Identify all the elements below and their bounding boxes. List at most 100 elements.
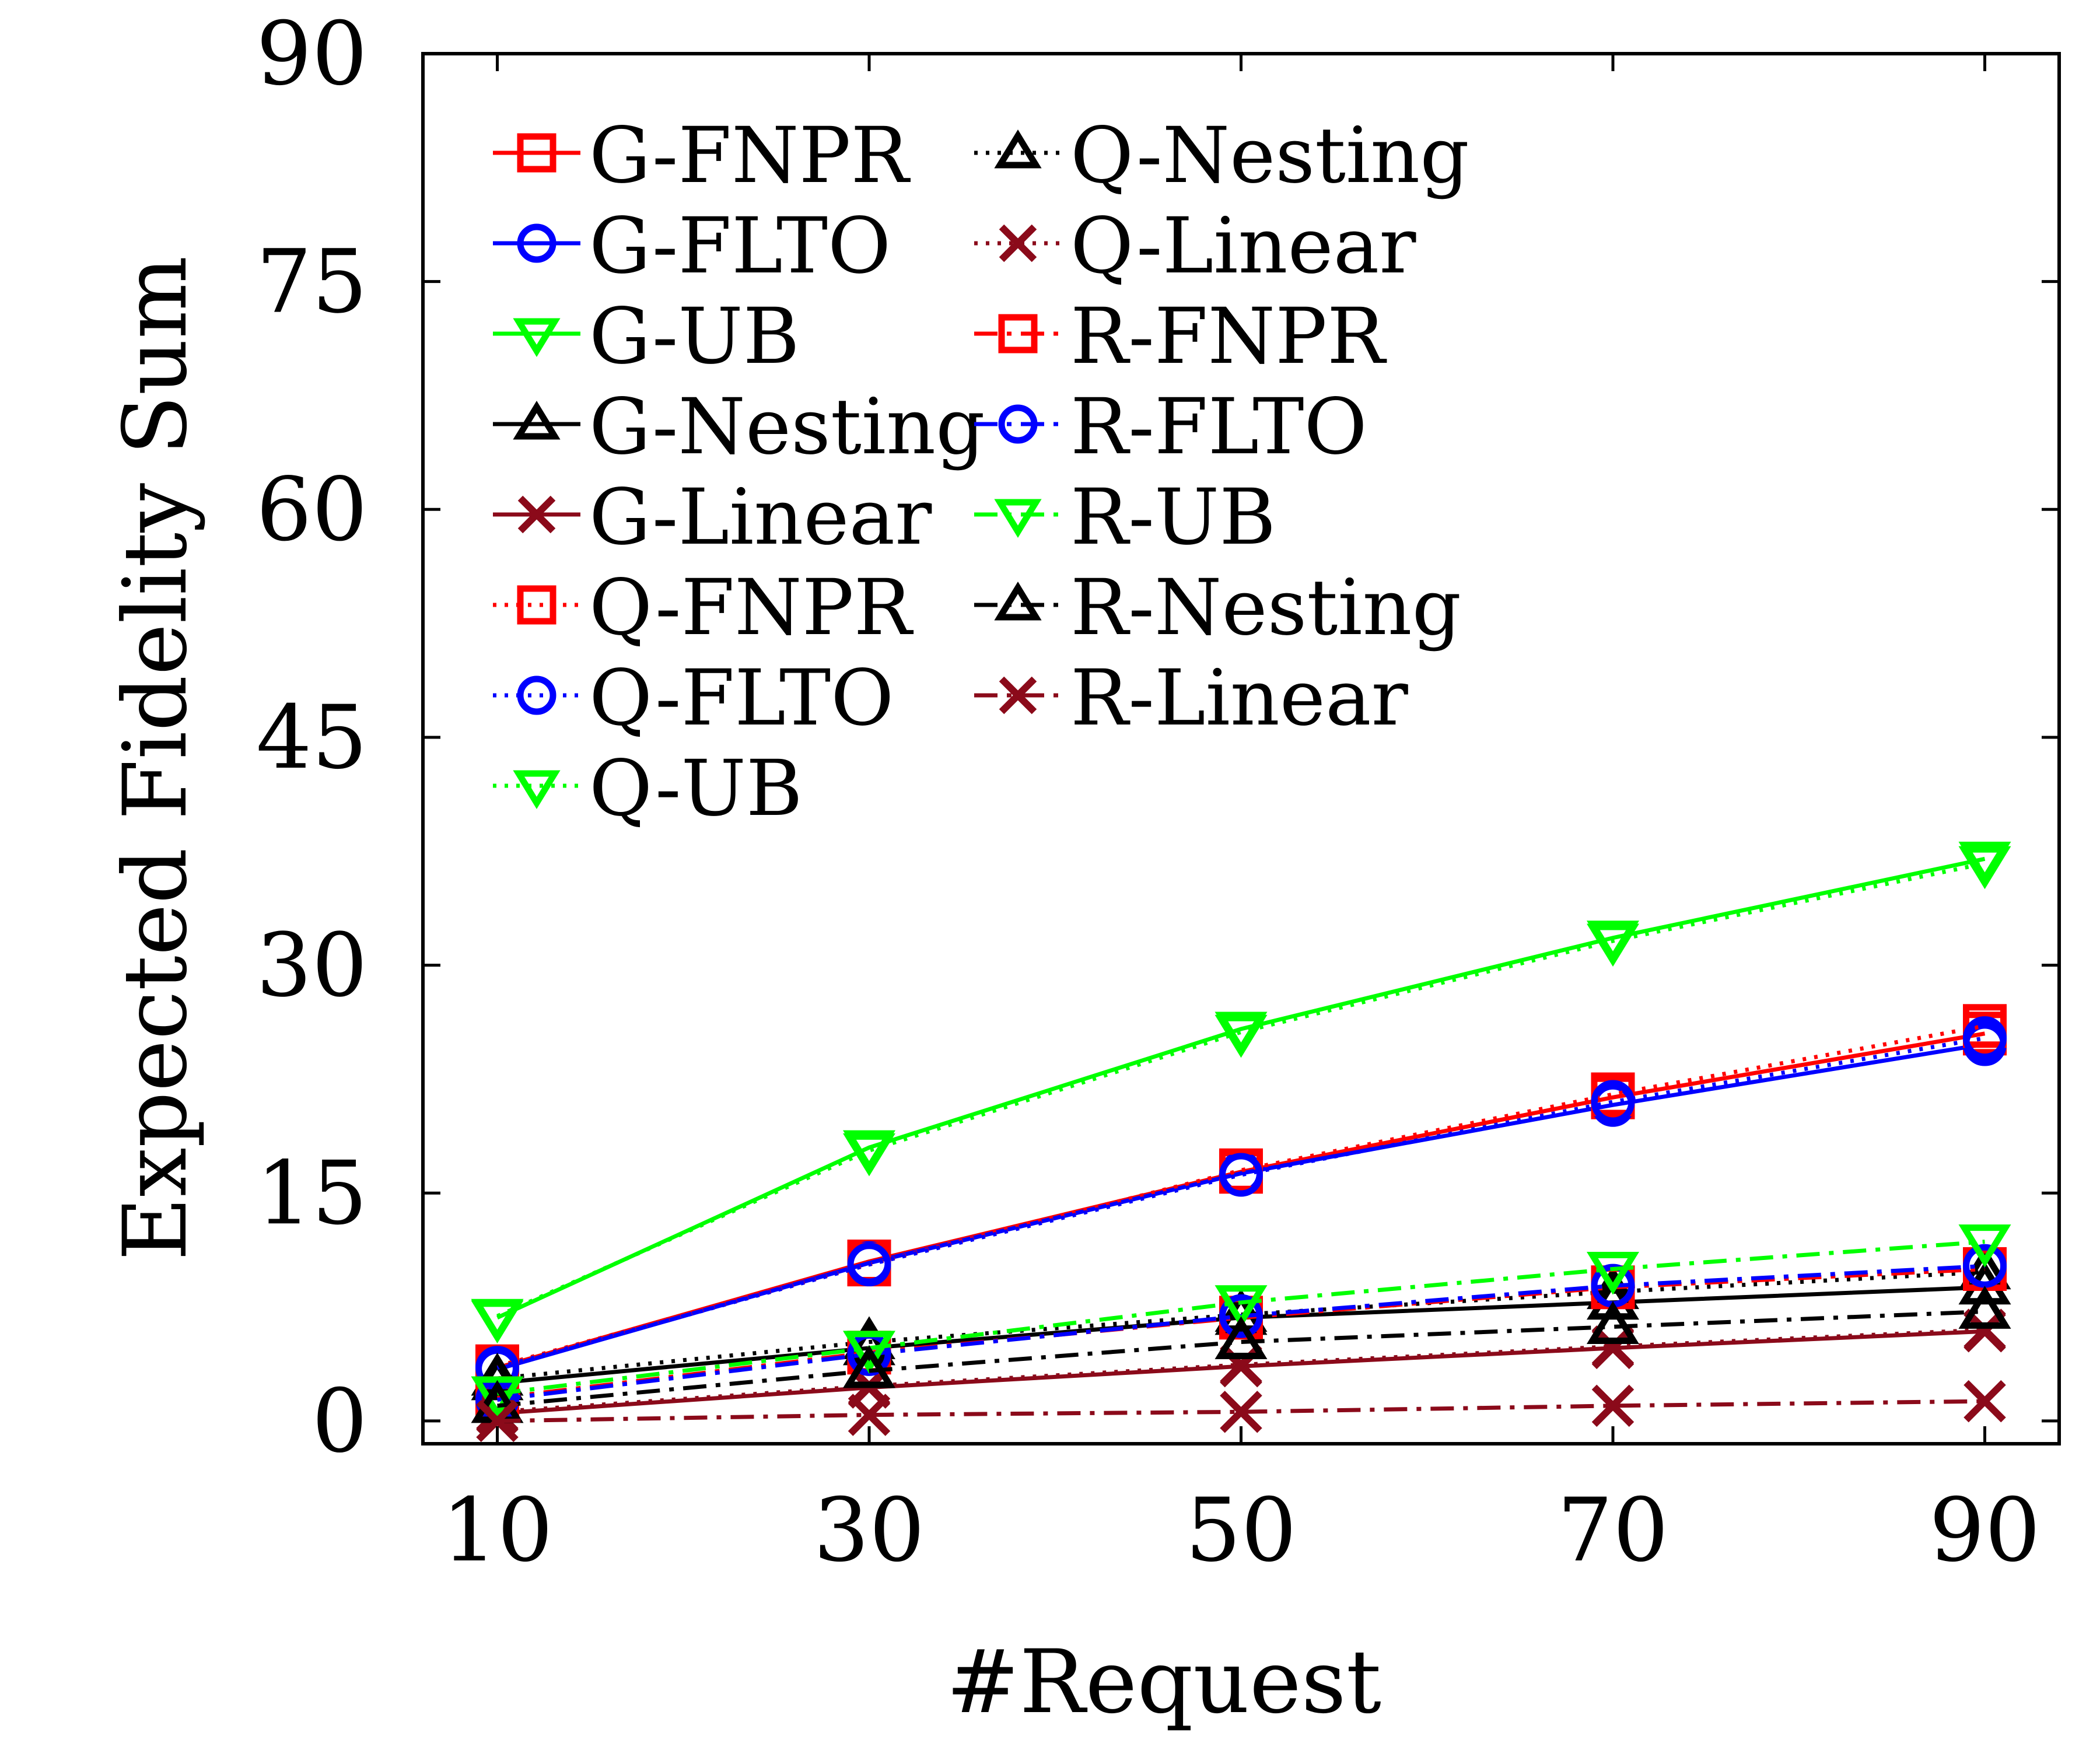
triangle-down-marker — [842, 1331, 896, 1374]
legend-item: Q-FLTO — [493, 653, 894, 743]
legend-label: Q-FLTO — [589, 653, 894, 743]
y-tick-label: 30 — [256, 915, 368, 1017]
y-tick-label: 75 — [256, 232, 368, 333]
triangle-up-marker — [994, 582, 1042, 621]
legend-label: G-FLTO — [589, 201, 891, 291]
legend-item: G-FNPR — [493, 111, 911, 201]
legend-item: R-Nesting — [974, 563, 1461, 653]
circle-marker — [1963, 1244, 2007, 1288]
triangle-up-marker — [842, 1345, 896, 1388]
legend-label: G-Nesting — [589, 382, 985, 472]
x-tick-label: 50 — [1185, 1480, 1297, 1581]
triangle-down-marker — [471, 1298, 524, 1342]
legend-label: R-FNPR — [1070, 292, 1387, 382]
triangle-down-marker — [1214, 1014, 1268, 1058]
legend-label: G-Linear — [589, 473, 932, 562]
circle-marker — [517, 223, 556, 263]
x-axis-label: #Request — [946, 1632, 1381, 1733]
series-line — [497, 1309, 1985, 1408]
y-tick-label: 90 — [256, 4, 368, 105]
legend-label: R-Nesting — [1070, 563, 1461, 653]
triangle-down-marker — [1586, 1251, 1640, 1295]
triangle-down-marker — [471, 1376, 524, 1420]
triangle-down-marker — [1214, 1285, 1268, 1328]
legend-item: R-FNPR — [974, 292, 1387, 382]
triangle-down-marker — [1958, 846, 2011, 890]
triangle-down-marker — [513, 318, 561, 357]
legend-item: G-UB — [493, 292, 800, 382]
x-tick-label: 30 — [814, 1480, 925, 1581]
x-marker — [999, 676, 1037, 715]
circle-marker — [998, 404, 1038, 444]
legend-label: G-FNPR — [589, 111, 911, 201]
square-marker — [1963, 1004, 2007, 1048]
series-q-ub — [471, 846, 2011, 1342]
series-r-linear — [476, 1380, 2006, 1443]
square-marker — [517, 133, 556, 173]
triangle-down-marker — [994, 499, 1042, 538]
legend-label: R-UB — [1070, 473, 1276, 562]
x-marker — [1591, 1384, 1634, 1427]
triangle-down-marker — [842, 1133, 896, 1177]
triangle-down-marker — [1586, 923, 1640, 967]
x-tick-label: 70 — [1558, 1480, 1669, 1581]
y-tick-label: 15 — [256, 1143, 368, 1244]
legend-item: Q-FNPR — [493, 563, 914, 653]
circle-marker — [1219, 1294, 1263, 1338]
x-marker — [1220, 1391, 1262, 1433]
legend-item: Q-UB — [493, 744, 803, 834]
legend-label: Q-UB — [589, 744, 803, 834]
triangle-up-marker — [1214, 1289, 1268, 1332]
legend-item: R-FLTO — [974, 382, 1367, 472]
legend: G-FNPRG-FLTOG-UBG-NestingG-LinearQ-FNPRQ… — [493, 111, 1469, 834]
series-line — [496, 856, 1986, 1320]
y-tick-label: 0 — [312, 1371, 368, 1472]
triangle-down-marker — [513, 770, 561, 809]
legend-item: G-FLTO — [493, 201, 891, 291]
legend-label: Q-Nesting — [1070, 111, 1469, 201]
legend-item: Q-Nesting — [974, 111, 1469, 201]
x-marker — [999, 224, 1037, 262]
legend-item: R-UB — [974, 473, 1276, 562]
circle-marker — [517, 676, 556, 715]
square-marker — [517, 585, 556, 625]
circle-marker — [847, 1242, 891, 1287]
x-marker — [476, 1399, 519, 1443]
series-line — [497, 1399, 1985, 1423]
circle-marker — [1963, 1016, 2007, 1060]
triangle-up-marker — [1586, 1301, 1640, 1344]
legend-item: R-Linear — [974, 653, 1409, 743]
x-marker — [1964, 1380, 2006, 1423]
series-line — [496, 861, 1986, 1318]
square-marker — [998, 314, 1038, 354]
x-marker — [1591, 1325, 1634, 1368]
y-axis-label: Expected Fidelity Sum — [105, 256, 206, 1261]
triangle-up-marker — [1214, 1316, 1268, 1360]
x-marker — [1220, 1343, 1262, 1386]
series-line — [496, 1036, 1986, 1370]
x-tick-label: 90 — [1929, 1480, 2041, 1581]
circle-marker — [1219, 1153, 1263, 1197]
legend-label: Q-Linear — [1070, 201, 1416, 291]
legend-label: G-UB — [589, 292, 800, 382]
axis-layer: 0 15 30 45 60 75 90 10 30 50 70 90 — [256, 4, 2059, 1581]
triangle-up-marker — [1958, 1286, 2011, 1329]
legend-item: G-Nesting — [493, 382, 985, 472]
x-tick-label: 10 — [442, 1480, 553, 1581]
legend-label: Q-FNPR — [589, 563, 914, 653]
triangle-down-marker — [1958, 1224, 2011, 1268]
triangle-up-marker — [994, 130, 1042, 169]
legend-item: G-Linear — [493, 473, 932, 562]
series-layer — [471, 841, 2011, 1443]
series-line — [497, 1240, 1985, 1396]
y-tick-label: 45 — [256, 687, 368, 789]
legend-label: R-FLTO — [1070, 382, 1367, 472]
y-tick-label: 60 — [256, 459, 368, 561]
x-marker — [848, 1394, 891, 1436]
series-r-ub — [471, 1224, 2011, 1420]
triangle-up-marker — [513, 401, 561, 440]
x-marker — [517, 495, 556, 534]
legend-label: R-Linear — [1070, 653, 1409, 743]
